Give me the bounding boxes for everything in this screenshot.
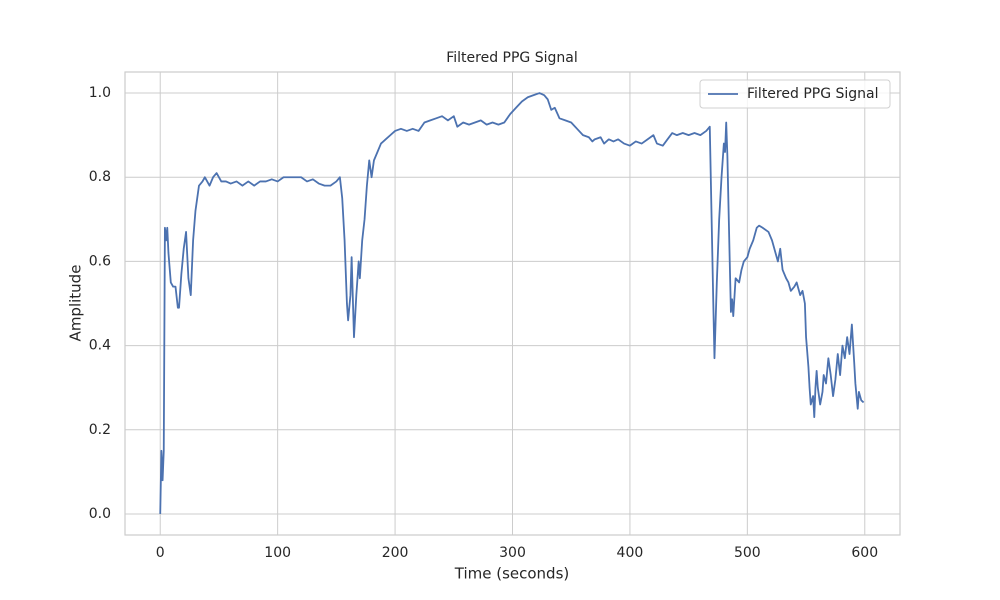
- y-tick-label: 0.8: [89, 169, 111, 185]
- data-line: [159, 92, 865, 514]
- y-axis-label: Amplitude: [67, 265, 85, 342]
- x-axis-label: Time (seconds): [454, 565, 570, 583]
- x-tick-label: 300: [499, 545, 526, 561]
- x-tick-label: 0: [156, 545, 165, 561]
- plot-frame: [124, 71, 901, 536]
- x-tick-label: 500: [734, 545, 761, 561]
- y-tick-label: 0.4: [89, 338, 111, 354]
- legend-box: [699, 79, 891, 109]
- chart-title: Filtered PPG Signal: [446, 50, 578, 66]
- x-tick-label: 600: [851, 545, 878, 561]
- y-tick-label: 1.0: [89, 85, 111, 101]
- y-tick-label: 0.6: [89, 253, 111, 269]
- y-tick-label: 0.2: [89, 422, 111, 438]
- y-tick-label: 0.0: [89, 506, 111, 522]
- x-tick-label: 400: [617, 545, 644, 561]
- x-tick-label: 100: [264, 545, 291, 561]
- legend-label: Filtered PPG Signal: [747, 86, 879, 102]
- x-tick-label: 200: [382, 545, 409, 561]
